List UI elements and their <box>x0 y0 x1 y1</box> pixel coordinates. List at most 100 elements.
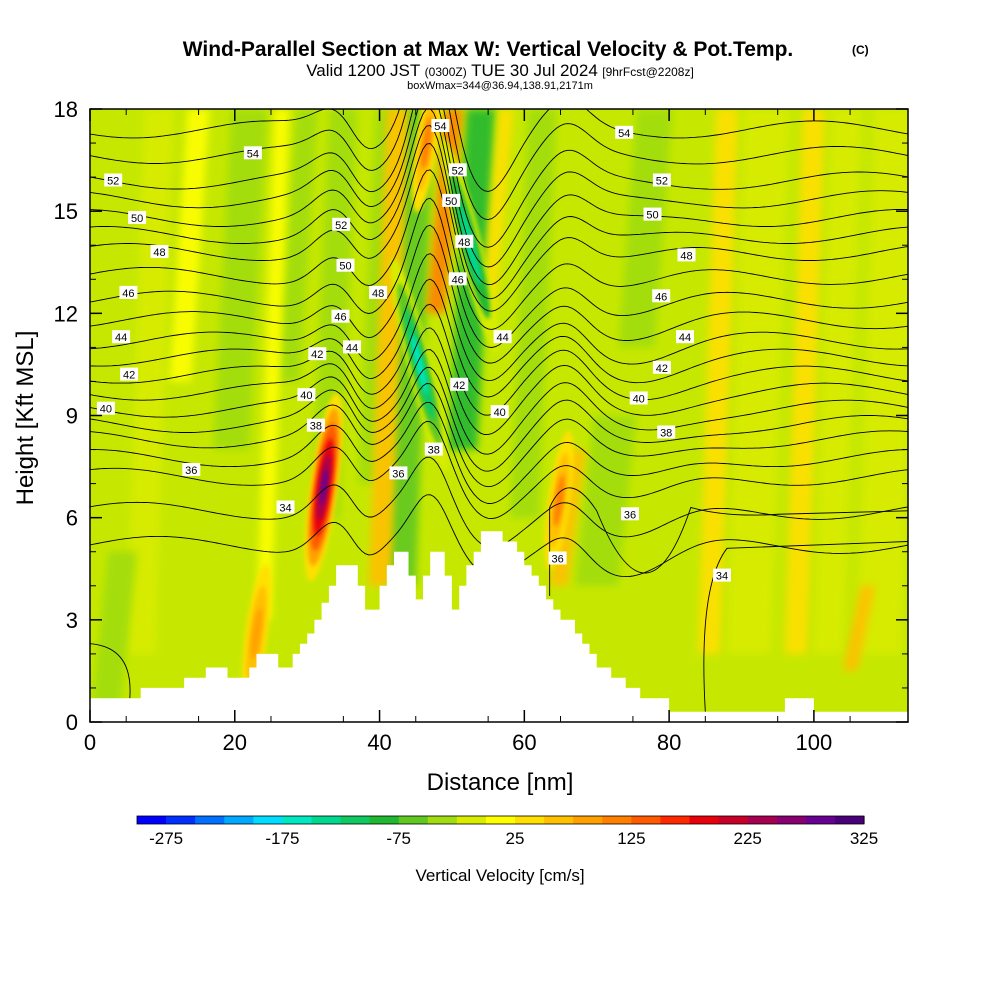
theta-contour-minor <box>90 401 908 504</box>
x-tick-label: 80 <box>657 730 681 755</box>
contour-label-box <box>297 388 316 402</box>
theta-contour-48 <box>90 143 908 312</box>
contour-label-box <box>652 289 671 303</box>
y-tick-label: 3 <box>66 608 78 633</box>
contour-label-box <box>308 347 327 361</box>
contour-label-box <box>150 245 169 258</box>
theta-contour-50 <box>90 109 908 286</box>
contour-label-box <box>331 309 350 323</box>
colorbar-swatch <box>427 816 458 824</box>
velocity-band <box>278 109 318 382</box>
contour-label-box <box>490 405 509 419</box>
colorbar-tick-label: 125 <box>617 829 645 848</box>
contour-label-box <box>455 234 474 248</box>
contour-label: 46 <box>652 289 671 303</box>
contour-label: 44 <box>112 330 131 344</box>
colorbar-swatch <box>718 816 749 824</box>
colorbar-swatch <box>573 816 603 824</box>
contour-label-box <box>306 418 325 432</box>
theta-contour-minor <box>549 487 908 596</box>
colorbar-swatch <box>311 816 342 824</box>
contour-label-text: 36 <box>185 465 197 477</box>
colorbar-swatch <box>660 816 691 824</box>
contour-label-box <box>104 173 123 187</box>
contour-label: 52 <box>652 173 671 188</box>
contour-label-box <box>389 466 408 480</box>
theta-contour-54 <box>90 109 908 192</box>
colorbar-frame <box>136 815 865 825</box>
contour-label: 42 <box>652 360 671 375</box>
contour-label: 38 <box>306 418 325 433</box>
theta-contour-minor <box>90 125 908 300</box>
y-tick-label: 6 <box>66 506 78 531</box>
contour-label-text: 54 <box>618 128 630 140</box>
colorbar-swatch <box>776 816 807 824</box>
updraft-core <box>320 468 328 506</box>
y-tick-label: 0 <box>66 710 78 735</box>
velocity-band <box>509 109 557 518</box>
contour-label-text: 38 <box>660 428 672 440</box>
contour-label: 54 <box>615 125 634 140</box>
contour-label-box <box>336 258 355 272</box>
contour-label-box <box>493 330 512 344</box>
contour-label-text: 44 <box>115 332 127 344</box>
contour-label-box <box>243 146 262 160</box>
contour-label: 52 <box>448 163 467 177</box>
contour-label-text: 34 <box>279 503 291 515</box>
contour-label-text: 46 <box>655 291 667 303</box>
theta-contour-minor <box>90 109 908 221</box>
contour-label-text: 46 <box>334 312 346 324</box>
contour-label: 52 <box>104 173 123 188</box>
contour-labels: 52 50 48 46 44 42 40 36 34 54 52 50 48 46 44 42 40 38 36 38… <box>96 119 731 583</box>
contour-label: 50 <box>336 258 355 273</box>
colorbar-swatch <box>195 816 225 824</box>
contour-label-text: 40 <box>633 394 645 406</box>
contour-label-box <box>343 340 361 354</box>
theta-contour-36 <box>90 420 908 520</box>
y-tick-label: 9 <box>66 404 78 429</box>
updraft-core <box>421 117 433 170</box>
contour-label-box <box>652 173 671 187</box>
contour-label-text: 40 <box>494 407 506 419</box>
x-tick-label: 100 <box>796 730 833 755</box>
contour-label-text: 36 <box>392 468 404 480</box>
contour-label-text: 52 <box>335 220 347 232</box>
colorbar-tick-label: -275 <box>149 829 183 848</box>
contour-label-box <box>120 367 139 381</box>
colorbar-swatch <box>515 816 545 824</box>
colorbar-swatch <box>747 816 778 824</box>
contour-label: 48 <box>455 234 474 249</box>
colorbar-tick-label: 325 <box>850 829 878 848</box>
velocity-band <box>575 415 637 586</box>
contour-label: 48 <box>677 248 696 262</box>
contour-label-text: 42 <box>656 363 668 375</box>
velocity-band <box>90 551 138 722</box>
y-tick-label: 12 <box>54 301 78 326</box>
plot-area: 52 50 48 46 44 42 40 36 34 54 52 50 48 46 44 42 40 38 36 38… <box>90 109 908 722</box>
velocity-band <box>698 109 738 654</box>
theta-contour-52 <box>90 109 908 248</box>
contour-label-box <box>276 500 295 514</box>
contour-label-text: 34 <box>716 571 728 583</box>
chart-title: Wind-Parallel Section at Max W: Vertical… <box>183 38 794 61</box>
contour-label-text: 44 <box>346 342 358 354</box>
contour-label: 38 <box>424 442 443 457</box>
contour-label-text: 50 <box>339 261 351 273</box>
theta-contour-minor <box>90 278 908 398</box>
x-axis-label: Distance [nm] <box>427 769 574 796</box>
contour-label-text: 52 <box>107 176 119 188</box>
velocity-band <box>813 109 861 654</box>
contour-label-text: 38 <box>428 445 440 457</box>
x-tick-label: 40 <box>367 730 391 755</box>
contour-label-box <box>448 163 467 177</box>
contour-label: 36 <box>621 507 639 521</box>
contour-label-text: 46 <box>452 274 464 286</box>
updraft-core <box>553 474 565 527</box>
colorbar-swatch <box>224 816 254 824</box>
contour-label-box <box>96 401 115 415</box>
contour-label: 36 <box>182 463 201 477</box>
x-tick-label: 20 <box>223 730 247 755</box>
contour-label-box <box>369 285 388 299</box>
contour-label: 48 <box>369 285 388 300</box>
